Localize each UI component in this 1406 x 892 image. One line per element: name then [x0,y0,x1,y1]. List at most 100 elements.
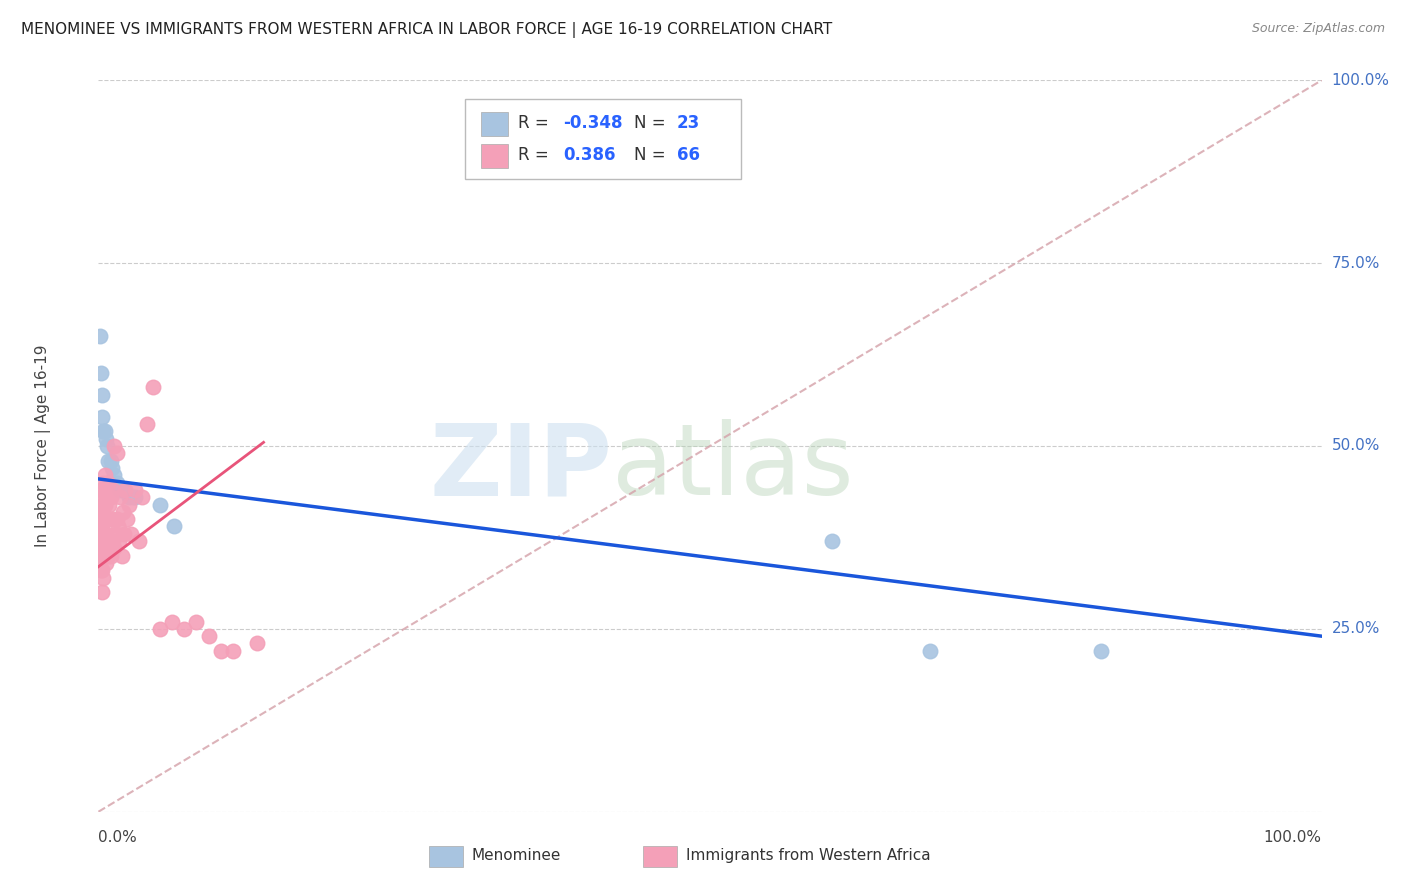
Point [108,534,131,549]
Point [112,526,135,541]
Text: N =: N = [634,113,671,132]
Text: 50.0%: 50.0% [1331,439,1379,453]
Text: atlas: atlas [612,419,853,516]
Point [97,549,120,563]
Point [96,541,118,556]
Point [100,453,122,467]
Point [101,512,124,526]
Text: ZIP: ZIP [429,419,612,516]
Text: Immigrants from Western Africa: Immigrants from Western Africa [686,848,931,863]
Point [111,483,134,497]
Point [93,425,115,439]
Point [110,483,132,497]
Text: -0.348: -0.348 [564,113,623,132]
Point [105,446,128,460]
Text: 25.0%: 25.0% [1331,622,1379,636]
Point [89,490,111,504]
Point [94,490,117,504]
Point [90,366,112,380]
Point [94,526,117,541]
Point [90,483,112,497]
Point [142,380,165,394]
Point [111,505,134,519]
Point [91,388,114,402]
Point [103,439,125,453]
Point [110,490,132,504]
Point [93,526,115,541]
Point [98,498,121,512]
FancyBboxPatch shape [643,847,678,867]
FancyBboxPatch shape [429,847,463,867]
Point [209,644,232,658]
Text: 100.0%: 100.0% [1264,830,1322,845]
Point [246,636,269,650]
Point [160,615,183,629]
Point [91,475,114,490]
Text: 66: 66 [678,146,700,164]
Point [114,483,136,497]
Point [101,534,124,549]
FancyBboxPatch shape [481,112,508,136]
Point [96,475,118,490]
Point [149,622,172,636]
Point [91,425,114,439]
Point [124,490,146,504]
Point [821,534,844,549]
Point [98,541,121,556]
Point [97,512,120,526]
Point [101,483,124,497]
Point [105,512,128,526]
Point [94,432,117,446]
Point [91,526,114,541]
Point [1090,644,1112,658]
Point [89,549,111,563]
Point [91,585,114,599]
Point [105,475,128,490]
Point [90,541,112,556]
Point [124,483,146,497]
Text: N =: N = [634,146,671,164]
Point [93,498,115,512]
Point [186,615,208,629]
Text: Source: ZipAtlas.com: Source: ZipAtlas.com [1251,22,1385,36]
Point [163,519,186,533]
Point [118,490,141,504]
Text: 23: 23 [678,113,700,132]
Point [96,439,118,453]
Point [91,541,114,556]
Point [131,490,153,504]
Point [104,526,127,541]
Point [91,549,114,563]
Point [115,512,138,526]
Text: Menominee: Menominee [471,848,561,863]
Text: MENOMINEE VS IMMIGRANTS FROM WESTERN AFRICA IN LABOR FORCE | AGE 16-19 CORRELATI: MENOMINEE VS IMMIGRANTS FROM WESTERN AFR… [21,22,832,38]
Point [100,490,122,504]
Point [91,519,114,533]
Point [103,468,125,483]
Point [91,498,114,512]
Point [89,512,111,526]
Point [920,644,942,658]
Point [89,526,111,541]
Point [96,512,118,526]
Point [93,468,115,483]
Point [90,563,112,577]
Point [118,498,141,512]
Point [91,571,114,585]
Text: 100.0%: 100.0% [1331,73,1389,87]
Point [90,526,112,541]
Text: 75.0%: 75.0% [1331,256,1379,270]
Text: 0.0%: 0.0% [98,830,138,845]
FancyBboxPatch shape [481,144,508,168]
Point [89,329,111,343]
Point [91,409,114,424]
Point [197,629,219,643]
Point [121,490,143,504]
Text: R =: R = [517,146,560,164]
Text: In Labor Force | Age 16-19: In Labor Force | Age 16-19 [35,344,52,548]
Text: R =: R = [517,113,554,132]
Point [111,549,134,563]
Point [94,556,117,570]
Point [93,549,115,563]
Text: 0.386: 0.386 [564,146,616,164]
